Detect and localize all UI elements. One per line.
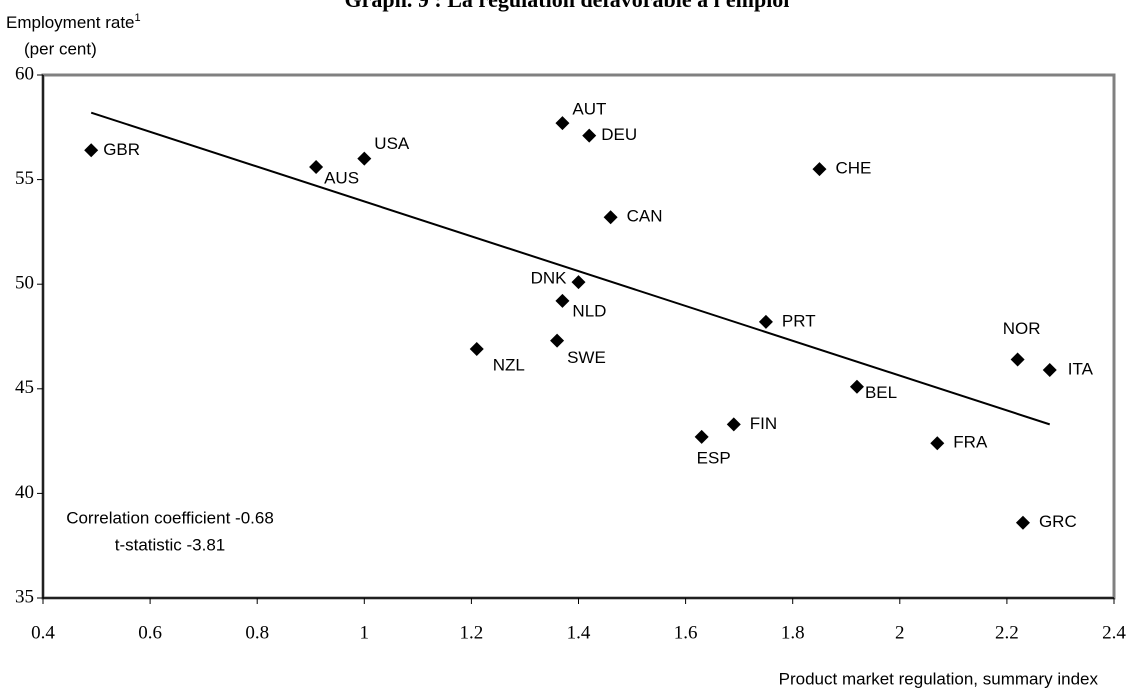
point-label: DNK xyxy=(531,269,568,288)
point xyxy=(571,275,586,290)
point xyxy=(550,333,565,348)
y-axis-label: Employment rate1 xyxy=(6,12,141,33)
point xyxy=(1042,362,1057,377)
x-tick-label: 0.8 xyxy=(245,622,269,643)
point-label: AUS xyxy=(324,169,359,188)
point-label: FRA xyxy=(953,433,988,452)
point-label: NLD xyxy=(572,301,606,320)
point xyxy=(582,128,597,143)
point xyxy=(758,314,773,329)
point-label: USA xyxy=(374,134,410,153)
y-tick-label: 60 xyxy=(15,63,34,84)
y-axis-label-text: Employment rate xyxy=(6,13,135,32)
y-tick-label: 35 xyxy=(15,586,34,607)
x-tick-label: 0.6 xyxy=(138,622,162,643)
point-label: NZL xyxy=(493,356,525,375)
point xyxy=(84,143,99,158)
point xyxy=(694,429,709,444)
y-tick-label: 40 xyxy=(15,482,34,503)
x-tick-label: 0.4 xyxy=(31,622,55,643)
point xyxy=(555,116,570,131)
point xyxy=(555,293,570,308)
point-label: AUT xyxy=(572,100,606,119)
point xyxy=(849,379,864,394)
point xyxy=(603,210,618,225)
point-label: CAN xyxy=(627,207,663,226)
point-label: NOR xyxy=(1003,319,1041,338)
point xyxy=(469,342,484,357)
chart-title: Graph. 9 : La régulation défavorable à l… xyxy=(345,0,790,12)
y-axis-unit: (per cent) xyxy=(24,39,97,58)
y-axis-label-note: 1 xyxy=(135,12,141,24)
x-tick-label: 1.6 xyxy=(674,622,698,643)
point xyxy=(357,151,372,166)
point xyxy=(1010,352,1025,367)
point-label: DEU xyxy=(601,125,637,144)
point-label: CHE xyxy=(835,159,871,178)
x-tick-label: 2.4 xyxy=(1102,622,1126,643)
point xyxy=(309,160,324,175)
point-label: ESP xyxy=(697,448,731,467)
x-tick-label: 2.2 xyxy=(995,622,1019,643)
point-label: GBR xyxy=(103,140,140,159)
y-tick-label: 50 xyxy=(15,273,34,294)
point xyxy=(1015,515,1030,530)
point-label: PRT xyxy=(782,311,816,330)
annotation: Correlation coefficient -0.68 xyxy=(66,508,274,527)
y-tick-label: 45 xyxy=(15,377,34,398)
point xyxy=(812,162,827,177)
y-tick-label: 55 xyxy=(15,168,34,189)
x-tick-label: 1 xyxy=(360,622,370,643)
point-label: FIN xyxy=(750,414,777,433)
point xyxy=(930,436,945,451)
x-tick-label: 1.8 xyxy=(781,622,805,643)
point-label: GRC xyxy=(1039,512,1077,531)
x-tick-label: 1.2 xyxy=(460,622,484,643)
point-label: ITA xyxy=(1068,359,1094,378)
x-tick-label: 2 xyxy=(895,622,905,643)
point-label: SWE xyxy=(567,348,606,367)
annotation: t-statistic -3.81 xyxy=(115,535,226,554)
x-axis-label: Product market regulation, summary index xyxy=(779,669,1099,688)
point xyxy=(726,417,741,432)
trend-line xyxy=(90,111,1051,426)
x-tick-label: 1.4 xyxy=(567,622,591,643)
point-label: BEL xyxy=(865,383,897,402)
